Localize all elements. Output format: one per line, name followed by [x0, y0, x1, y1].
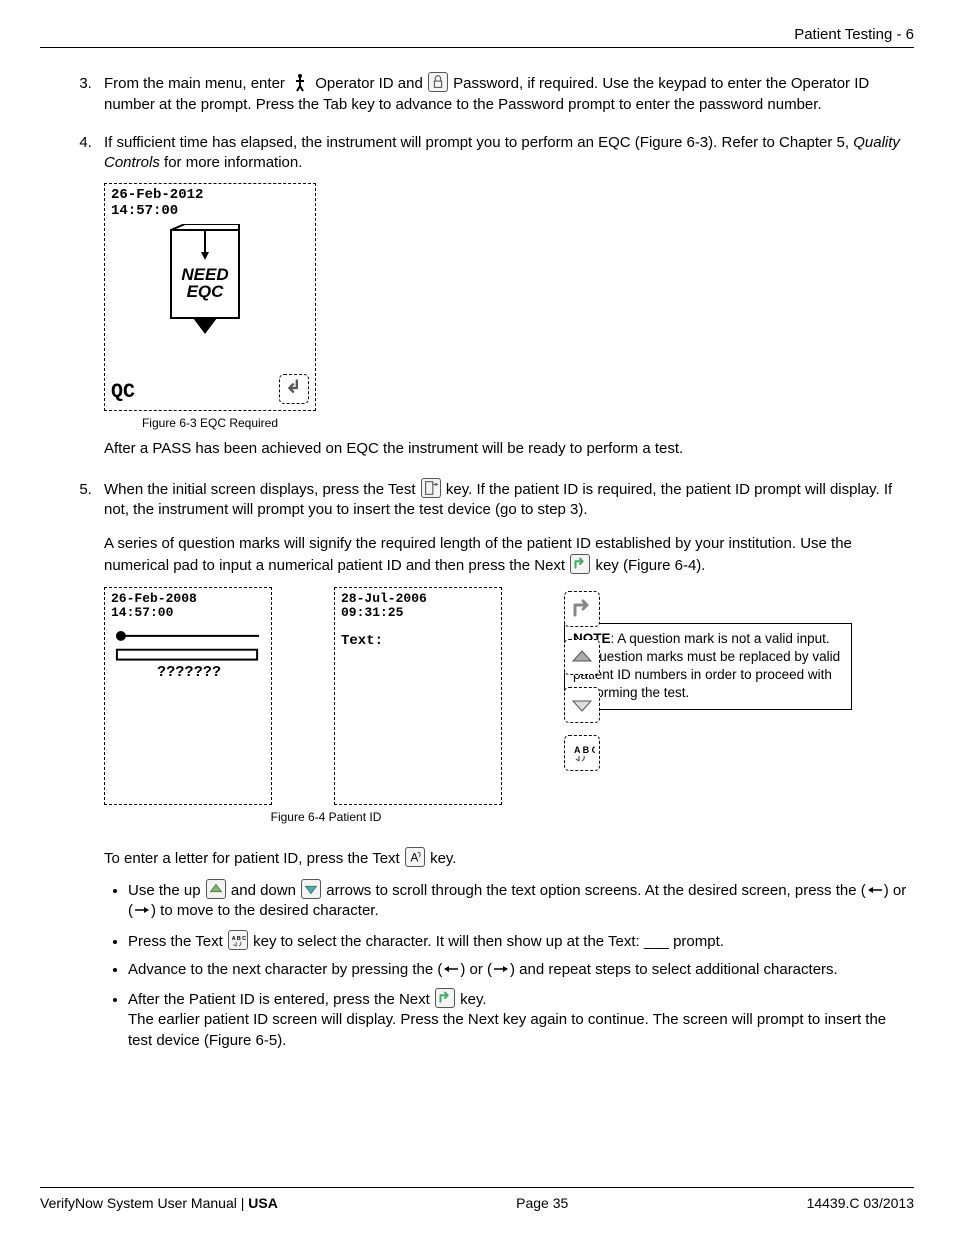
- next-key: [564, 591, 600, 627]
- operator-icon: [290, 72, 310, 92]
- step5-p1a: When the initial screen displays, press …: [104, 481, 420, 498]
- step5-p3b: key.: [430, 850, 456, 867]
- text-label: Text:: [341, 632, 383, 651]
- test-icon: [421, 478, 441, 498]
- step4-after: After a PASS has been achieved on EQC th…: [104, 439, 914, 459]
- panelB-date: 28-Jul-2006: [341, 592, 495, 606]
- right-arrow-glyph: [492, 961, 510, 978]
- password-icon: [428, 72, 448, 92]
- eqc-time: 14:57:00: [111, 204, 309, 219]
- sub-bullets: Use the up and down arrows to scroll thr…: [104, 879, 914, 1051]
- down-arrow-icon: [301, 879, 321, 899]
- bullet-4: After the Patient ID is entered, press t…: [128, 988, 914, 1051]
- right-arrow-glyph: [133, 902, 151, 919]
- down-key: [564, 687, 600, 723]
- text-abc-icon: A B C: [228, 930, 248, 950]
- note-text: : A question mark is not a valid input. …: [573, 631, 840, 701]
- eqc-date: 26-Feb-2012: [111, 188, 309, 203]
- step-5: When the initial screen displays, press …: [96, 478, 914, 1051]
- header-right: Patient Testing - 6: [794, 26, 914, 43]
- panelA-date: 26-Feb-2008: [111, 592, 265, 606]
- step3-text-a: From the main menu, enter: [104, 75, 289, 92]
- page-header: Patient Testing - 6: [40, 25, 914, 48]
- fig63-caption: Figure 6-3 EQC Required: [104, 415, 316, 431]
- step5-p2b: key (Figure 6-4).: [595, 557, 705, 574]
- step4-tail: for more information.: [160, 154, 303, 171]
- qc-label: QC: [111, 379, 135, 406]
- bullet-1: Use the up and down arrows to scroll thr…: [128, 879, 914, 922]
- instruction-list: From the main menu, enter Operator ID an…: [40, 72, 914, 1051]
- footer-center: Page 35: [516, 1194, 568, 1213]
- svg-text:A B C: A B C: [574, 745, 595, 755]
- panelB-time: 09:31:25: [341, 606, 495, 620]
- step5-p2a: A series of question marks will signify …: [104, 535, 852, 574]
- panelA-time: 14:57:00: [111, 606, 265, 620]
- figure-6-3: 26-Feb-2012 14:57:00 NEED EQC QC: [104, 183, 914, 431]
- svg-text:EQC: EQC: [187, 282, 225, 301]
- left-arrow-glyph: [866, 882, 884, 899]
- text-abc-key: A B C: [564, 735, 600, 771]
- footer-left: VerifyNow System User Manual | USA: [40, 1194, 278, 1213]
- next-icon: [570, 554, 590, 574]
- next-icon: [435, 988, 455, 1008]
- step-4: If sufficient time has elapsed, the inst…: [96, 133, 914, 460]
- up-key: [564, 639, 600, 675]
- step3-text-b: Operator ID and: [315, 75, 427, 92]
- step-3: From the main menu, enter Operator ID an…: [96, 72, 914, 115]
- left-arrow-glyph: [442, 961, 460, 978]
- note-box: NOTE: A question mark is not a valid inp…: [564, 623, 852, 710]
- step5-p3a: To enter a letter for patient ID, press …: [104, 850, 404, 867]
- fig64-panel-a: 26-Feb-2008 14:57:00 ??????? A: [104, 587, 326, 805]
- footer-right: 14439.C 03/2013: [807, 1194, 914, 1213]
- fig64-caption: Figure 6-4 Patient ID: [104, 809, 548, 825]
- insert-device-graphic: NEED EQC: [151, 224, 259, 340]
- svg-text:A: A: [410, 851, 418, 864]
- up-arrow-icon: [206, 879, 226, 899]
- eqc-screen: 26-Feb-2012 14:57:00 NEED EQC QC: [104, 183, 316, 411]
- figure-6-4: 26-Feb-2008 14:57:00 ??????? A: [104, 587, 914, 805]
- step4-text: If sufficient time has elapsed, the inst…: [104, 134, 853, 151]
- svg-text:A B C: A B C: [232, 936, 247, 942]
- back-key: [279, 374, 309, 404]
- bullet-2: Press the Text A B C key to select the c…: [128, 930, 914, 952]
- page-footer: VerifyNow System User Manual | USA Page …: [40, 1187, 914, 1213]
- fig64-panel-b: 28-Jul-2006 09:31:25 Text: A B C: [334, 587, 556, 805]
- bullet-3: Advance to the next character by pressin…: [128, 960, 914, 980]
- text-a-icon: A: [405, 847, 425, 867]
- patient-id-placeholder: ???????: [105, 662, 273, 682]
